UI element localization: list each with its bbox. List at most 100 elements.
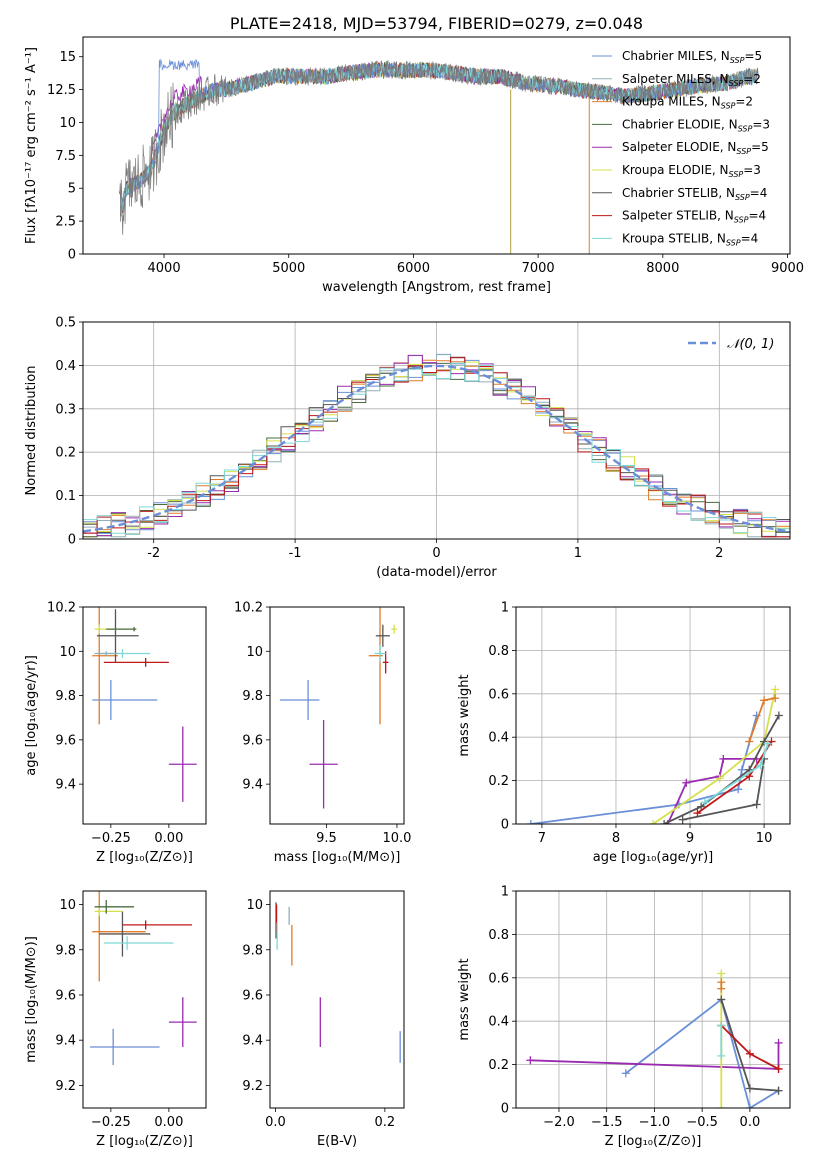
mass_vs_Z-xlabel: Z [log₁₀(Z/Z⊙)] [96,1134,193,1149]
weight_vs_age-xlabel: age [log₁₀(age/yr)] [593,850,714,865]
y-tick-label: 1 [501,885,509,900]
weight_vs_age-ylabel: mass weight [457,674,472,756]
y-tick-label: 0.3 [55,402,76,417]
legend-label: Salpeter MILES, NSSP=2 [622,72,761,88]
y-tick-label: 9.6 [242,733,263,748]
legend-label: Kroupa MILES, NSSP=2 [622,95,753,111]
weight-line-chabrier_miles [530,715,758,824]
legend-label: Kroupa ELODIE, NSSP=3 [622,163,761,179]
y-tick-label: 9.8 [55,689,76,704]
residuals-ylabel: Normed distribution [24,366,39,496]
residuals-xlabel: (data-model)/error [376,565,497,580]
mass_vs_Z-points [89,891,197,1066]
y-tick-label: 0.2 [488,1058,509,1073]
mass_vs_EBV-points [275,902,401,1063]
spectrum-lines [118,58,759,254]
y-tick-label: 9.6 [55,988,76,1003]
legend-label: Salpeter ELODIE, NSSP=5 [622,140,769,156]
y-tick-label: 9.8 [242,943,263,958]
x-tick-label: 0.00 [154,831,183,846]
x-tick-label: 9000 [771,261,804,276]
y-tick-label: 10 [59,645,76,660]
legend-label: Chabrier MILES, NSSP=5 [622,49,762,65]
gaussian-curve [83,364,790,533]
mass_vs_EBV-frame [269,890,405,1109]
y-tick-label: 0 [68,248,76,263]
y-tick-label: 9.2 [242,1079,263,1094]
weight_vs_age-lines [526,685,783,824]
weight_vs_Z-xlabel: Z [log₁₀(Z/Z⊙)] [605,1134,702,1149]
y-tick-label: 10 [59,898,76,913]
legend-label: 𝒩(0, 1) [727,337,774,352]
age_vs_Z-points [92,607,197,802]
age_vs_Z-axes: −0.25 0.00 9.4 9.6 9.8 10 10.2 [47,601,183,847]
y-tick-label: 9.2 [55,1079,76,1094]
spectrum-data [118,60,759,235]
x-tick-label: −1.5 [591,1115,623,1130]
spectrum-axes: 4000 5000 6000 7000 8000 9000 0 2.5 5 7.5 10 12.5 15 [47,50,804,276]
weight_vs_Z-frame [515,890,791,1109]
y-tick-label: 9.6 [242,988,263,1003]
x-tick-label: 0.2 [375,1115,396,1130]
y-tick-label: 9.4 [55,778,76,793]
mass_vs_Z-axes: −0.25 0.00 9.2 9.4 9.6 9.8 10 [55,898,183,1130]
x-tick-label: −0.5 [686,1115,718,1130]
x-tick-label: −0.25 [91,831,131,846]
weight-line-chabrier_miles [625,997,779,1108]
age_vs_mass-axes: 9.5 10.0 9.4 9.6 9.8 10 10.2 [234,601,411,847]
y-tick-label: 0.6 [488,971,509,986]
y-tick-label: 9.8 [55,943,76,958]
y-tick-label: 0.8 [488,928,509,943]
x-tick-label: -1 [289,546,302,561]
y-tick-label: 10 [59,116,76,131]
histogram-kroupa_stelib [83,362,790,535]
age_vs_Z-frame [82,606,207,825]
y-tick-label: 0.1 [55,489,76,504]
y-tick-label: 0.6 [488,687,509,702]
mass_vs_EBV-axes: 0.0 0.2 9.2 9.4 9.6 9.8 10 [242,898,395,1130]
spectrum-title: PLATE=2418, MJD=53794, FIBERID=0279, z=0… [230,14,643,33]
age_vs_mass-frame [269,606,405,825]
y-tick-label: 10.2 [234,601,263,616]
x-tick-label: 4000 [148,261,181,276]
legend-label: Chabrier STELIB, NSSP=4 [622,186,767,202]
y-tick-label: 0.8 [488,644,509,659]
spectrum-ylabel: Flux [fλ10⁻¹⁷ erg cm⁻² s⁻¹ A⁻¹] [24,47,39,244]
mass_vs_Z-frame [82,890,207,1109]
y-tick-label: 0.2 [488,774,509,789]
y-tick-label: 0.5 [55,316,76,331]
y-tick-label: 9.8 [242,689,263,704]
x-tick-label: 6000 [397,261,430,276]
x-tick-label: −0.25 [91,1115,131,1130]
weight_vs_Z-ylabel: mass weight [457,958,472,1040]
y-tick-label: 5 [68,182,76,197]
x-tick-label: 0.00 [154,1115,183,1130]
y-tick-label: 0.4 [55,359,76,374]
y-tick-label: 10.2 [47,601,76,616]
y-tick-label: 10 [246,898,263,913]
age_vs_Z-xlabel: Z [log₁₀(Z/Z⊙)] [96,850,193,865]
y-tick-label: 12.5 [47,83,76,98]
y-tick-label: 0 [501,818,509,833]
y-tick-label: 9.4 [55,1034,76,1049]
age_vs_mass-points [279,607,397,809]
x-tick-label: 9.5 [316,831,337,846]
x-tick-label: 5000 [272,261,305,276]
y-tick-label: 0 [501,1102,509,1117]
x-tick-label: 8000 [646,261,679,276]
y-tick-label: 2.5 [55,215,76,230]
spectrum-legend: Chabrier MILES, NSSP=5 Salpeter MILES, NS… [592,49,770,247]
y-tick-label: 0 [68,533,76,548]
x-tick-label: −2.0 [543,1115,575,1130]
legend-label: Salpeter STELIB, NSSP=4 [622,209,766,225]
x-tick-label: −1.0 [639,1115,671,1130]
y-tick-label: 9.4 [242,1034,263,1049]
x-tick-label: -2 [147,546,160,561]
x-tick-label: 2 [715,546,723,561]
age_vs_Z-ylabel: age [log₁₀(age/yr)] [24,655,39,776]
x-tick-label: 1 [574,546,582,561]
weight_vs_age-frame [515,606,791,825]
residual-histograms [83,353,790,538]
residuals-legend: 𝒩(0, 1) [688,337,774,352]
y-tick-label: 9.4 [242,778,263,793]
